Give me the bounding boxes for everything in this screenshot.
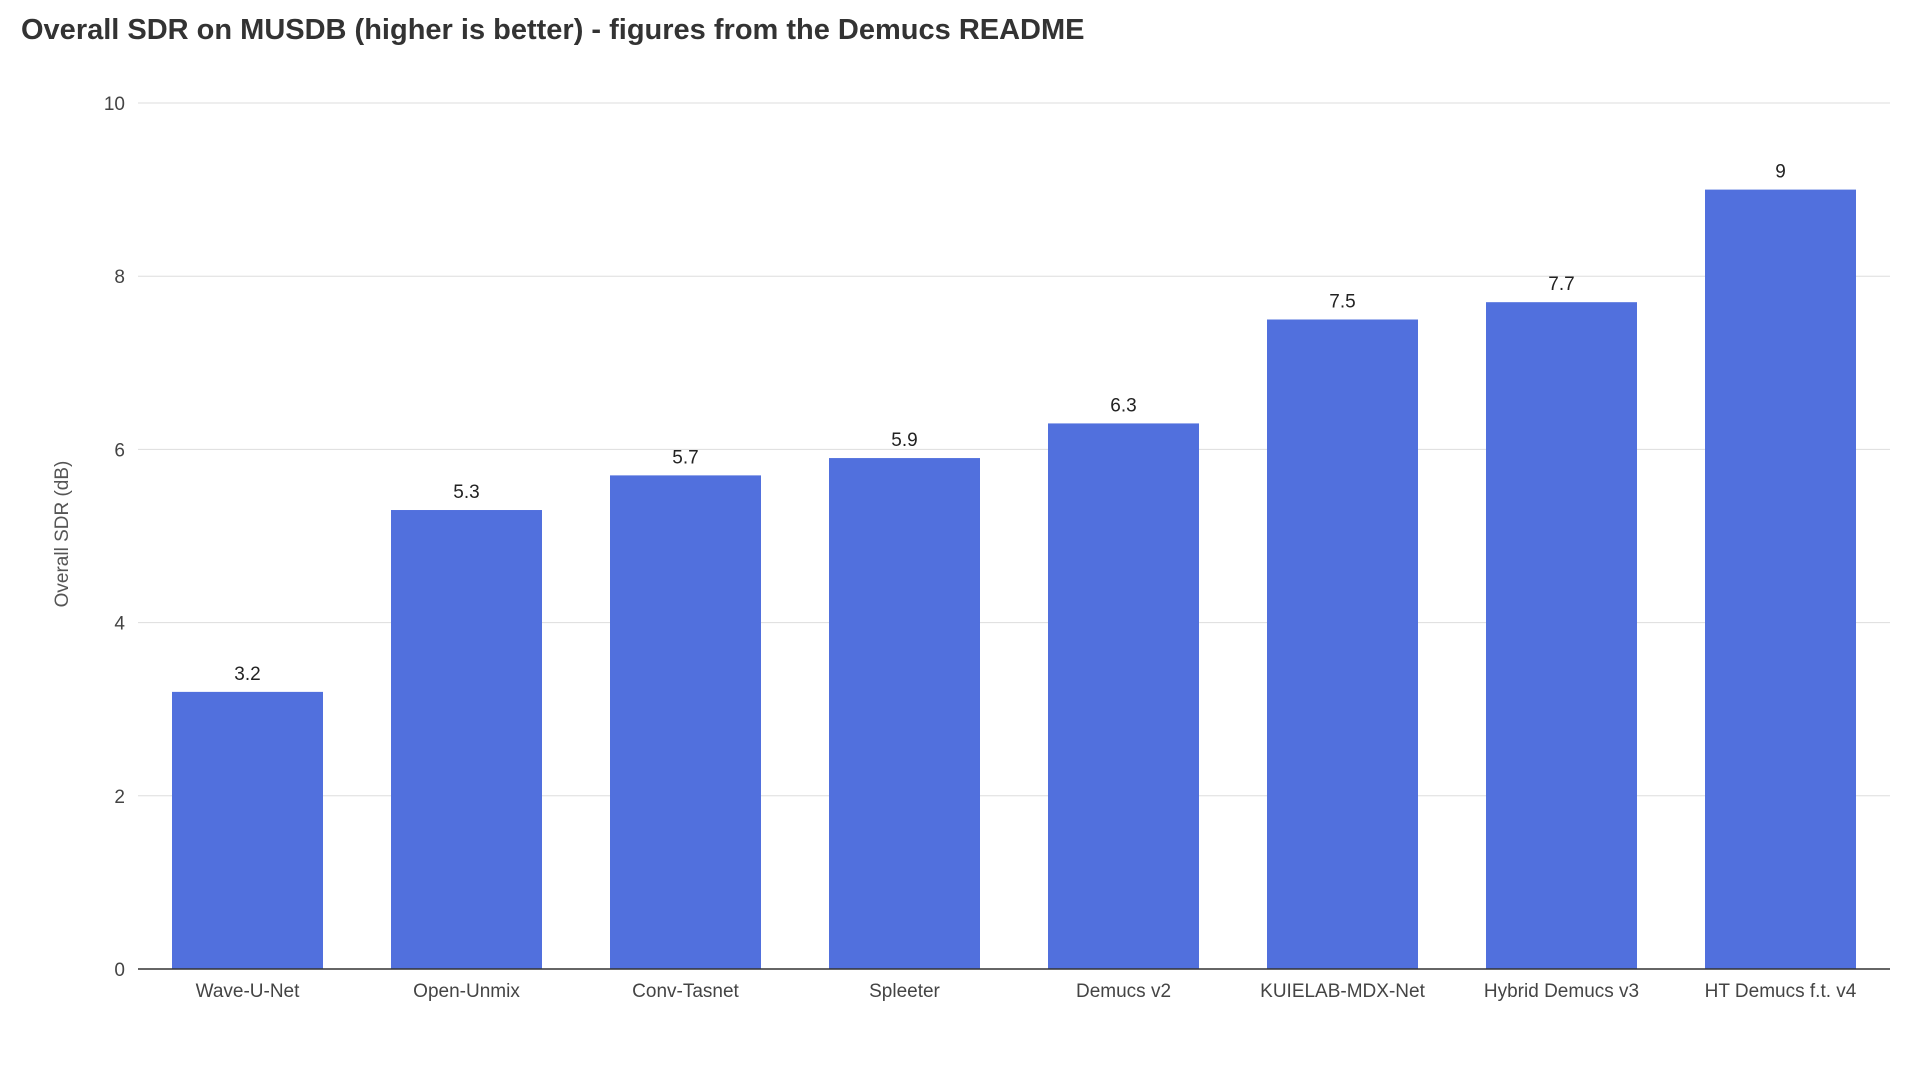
y-tick-label: 2: [114, 787, 125, 808]
data-label: 5.9: [891, 430, 917, 451]
x-axis-ticks: Wave-U-Net Open-Unmix Conv-Tasnet Spleeter D…: [196, 981, 1857, 1002]
y-axis-title: Overall SDR (dB): [52, 461, 73, 608]
x-tick-label: Hybrid Demucs v3: [1484, 981, 1639, 1002]
bar-demucs-v2: [1048, 423, 1199, 969]
y-tick-label: 4: [114, 614, 125, 635]
y-tick-label: 0: [114, 960, 125, 981]
x-tick-label: Wave-U-Net: [196, 981, 301, 1002]
chart-title: Overall SDR on MUSDB (higher is better) …: [21, 14, 1085, 46]
bar-wave-u-net: [172, 691, 323, 969]
bar-kuielab-mdx-net: [1267, 319, 1418, 969]
x-tick-label: Open-Unmix: [413, 981, 520, 1002]
x-tick-label: Demucs v2: [1076, 981, 1171, 1002]
bar-open-unmix: [391, 510, 542, 969]
y-tick-label: 8: [114, 267, 125, 288]
bars: [172, 189, 1856, 970]
x-tick-label: KUIELAB-MDX-Net: [1260, 981, 1425, 1002]
y-axis-ticks: 0 2 4 6 8 10: [104, 94, 126, 981]
data-label: 3.2: [234, 664, 260, 685]
bar-hybrid-demucs-v3: [1486, 302, 1637, 969]
x-tick-label: HT Demucs f.t. v4: [1705, 981, 1857, 1002]
data-label: 6.3: [1110, 395, 1136, 416]
x-tick-label: Conv-Tasnet: [632, 981, 739, 1002]
data-label: 5.7: [672, 447, 698, 468]
y-tick-label: 6: [114, 440, 125, 461]
bar-spleeter: [829, 458, 980, 969]
data-label: 5.3: [453, 482, 479, 503]
x-tick-label: Spleeter: [869, 981, 940, 1002]
data-label: 7.5: [1329, 292, 1355, 313]
data-label: 7.7: [1548, 274, 1574, 295]
bar-conv-tasnet: [610, 475, 761, 969]
data-label: 9: [1775, 162, 1786, 183]
bar-ht-demucs-f-t-v4: [1705, 189, 1856, 970]
data-labels: 3.2 5.3 5.7 5.9 6.3 7.5 7.7 9: [234, 162, 1786, 685]
y-tick-label: 10: [104, 94, 125, 115]
